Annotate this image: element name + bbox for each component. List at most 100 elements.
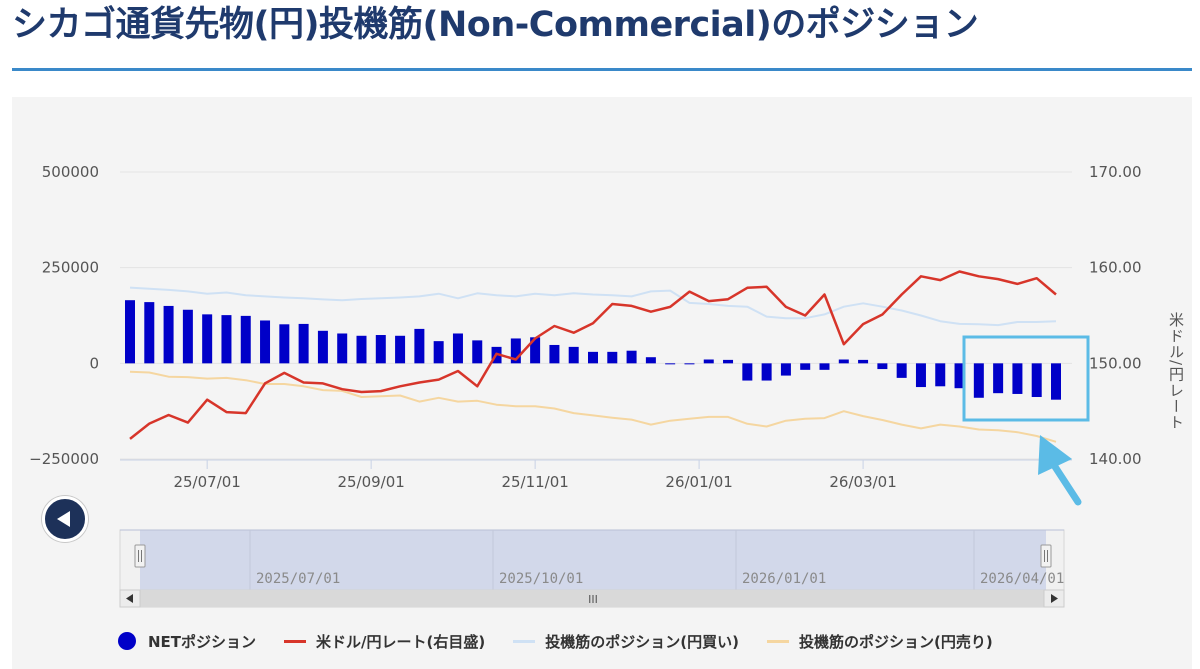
x-tick-label: 25/07/01 — [173, 473, 240, 491]
right-axis-title: 米ドル/円レート — [1167, 312, 1185, 430]
net-position-bar — [452, 333, 463, 364]
net-position-bar — [954, 363, 965, 389]
net-position-bar — [935, 363, 946, 387]
net-position-bar — [472, 340, 483, 364]
usdjpy-rate-line — [129, 270, 1057, 440]
net-position-bar — [1051, 363, 1061, 400]
page-title: シカゴ通貨先物(円)投機筋(Non-Commercial)のポジション — [12, 5, 979, 45]
legend-line-icon — [513, 639, 536, 643]
net-position-bar — [819, 363, 830, 370]
highlight-arrow-icon — [1038, 435, 1082, 506]
net-position-bar — [298, 323, 309, 364]
navigator-right-handle[interactable] — [1040, 544, 1052, 568]
legend-label: NETポジション — [148, 632, 257, 651]
net-position-bar — [896, 363, 907, 378]
highlight-box — [962, 335, 1090, 422]
left-tick-label: 500000 — [42, 163, 99, 181]
navigator: 2025/07/01 2025/10/01 2026/01/01 2026/04/01… — [119, 529, 1065, 608]
scroll-right-icon — [1051, 594, 1058, 603]
left-tick-label: −250000 — [29, 450, 99, 468]
right-tick-label: 140.00 — [1089, 450, 1142, 468]
net-position-bar — [356, 335, 367, 364]
net-position-bar — [317, 330, 328, 364]
chart-legend: NETポジション 米ドル/円レート(右目盛) 投機筋のポジション(円買い) 投機… — [118, 626, 1021, 656]
net-position-bar — [761, 363, 772, 381]
net-position-bar — [665, 363, 676, 365]
net-position-bar — [337, 333, 348, 364]
left-tick-label: 250000 — [42, 259, 99, 277]
left-axis-ticks: 500000 250000 0 −250000 — [29, 163, 99, 468]
net-position-bar — [125, 300, 135, 364]
series-lines — [129, 270, 1057, 443]
yen-long-line — [129, 286, 1057, 327]
net-position-bar — [202, 314, 213, 364]
scroll-left-icon — [126, 594, 133, 603]
net-position-bar — [163, 305, 174, 364]
x-tick-label: 25/11/01 — [501, 473, 568, 491]
net-position-bar — [182, 309, 193, 364]
navigator-date-label: 2026/01/01 — [742, 571, 826, 587]
net-position-bar — [433, 341, 444, 364]
net-position-bar — [723, 359, 734, 364]
net-position-bar — [279, 324, 290, 364]
back-arrow-button[interactable] — [42, 496, 88, 542]
net-position-bar — [530, 337, 541, 364]
x-tick-label: 26/01/01 — [665, 473, 732, 491]
right-tick-label: 170.00 — [1089, 163, 1142, 181]
legend-item-yen-long[interactable]: 投機筋のポジション(円買い) — [513, 631, 739, 652]
legend-label: 米ドル/円レート(右目盛) — [316, 632, 486, 651]
net-position-bar — [645, 357, 656, 364]
net-position-bar — [607, 351, 618, 364]
navigator-date-label: 2026/04/01 — [980, 571, 1064, 587]
legend-item-usdjpy-rate[interactable]: 米ドル/円レート(右目盛) — [284, 631, 485, 652]
net-position-bar — [144, 302, 155, 364]
navigator-left-handle[interactable] — [134, 544, 146, 568]
net-position-bar — [1012, 363, 1023, 394]
net-position-bar — [510, 338, 521, 364]
net-position-bars — [125, 300, 1061, 400]
x-tick-label: 25/09/01 — [337, 473, 404, 491]
right-axis-ticks: 170.00 160.00 150.00 140.00 — [1089, 163, 1142, 468]
net-position-bar — [915, 363, 926, 388]
net-position-bar — [375, 335, 386, 364]
legend-item-yen-short[interactable]: 投機筋のポジション(円売り) — [766, 631, 993, 652]
net-position-bar — [260, 320, 271, 364]
net-position-bar — [221, 315, 232, 364]
x-axis: 25/07/01 25/09/01 25/11/01 26/01/01 26/03/01 — [120, 459, 1072, 491]
yen-short-line — [129, 370, 1057, 443]
net-position-bar — [703, 359, 714, 364]
right-tick-label: 160.00 — [1089, 259, 1142, 277]
net-position-bar — [626, 350, 637, 364]
legend-line-icon — [284, 639, 307, 643]
x-tick-label: 26/03/01 — [829, 473, 896, 491]
net-position-bar — [838, 359, 849, 364]
net-position-bar — [588, 351, 598, 364]
net-position-bar — [780, 363, 791, 376]
left-tick-label: 0 — [89, 354, 99, 372]
net-position-bar — [549, 344, 560, 364]
net-position-bar — [993, 363, 1004, 394]
scrollbar-thumb[interactable] — [140, 590, 1046, 607]
net-position-bar — [858, 359, 869, 364]
net-position-bar — [973, 363, 984, 398]
net-position-bar — [1031, 363, 1042, 398]
scrollbar-grip: III — [588, 593, 598, 606]
right-tick-label: 150.00 — [1089, 354, 1142, 372]
legend-label: 投機筋のポジション(円買い) — [545, 632, 739, 651]
navigator-date-label: 2025/07/01 — [256, 571, 340, 587]
net-position-bar — [395, 335, 406, 364]
chart-panel: 500000 250000 0 −250000 170.00 160.00 150.00 1… — [12, 97, 1192, 669]
net-position-bar — [240, 315, 251, 364]
net-position-bar — [568, 346, 579, 364]
net-position-bar — [800, 363, 811, 370]
net-position-bar — [877, 363, 888, 370]
navigator-selection — [140, 530, 1046, 590]
legend-dot-icon — [118, 632, 136, 650]
legend-line-icon — [766, 639, 789, 643]
net-position-bar — [742, 363, 753, 381]
legend-item-net-position[interactable]: NETポジション — [118, 631, 256, 652]
title-divider — [12, 68, 1192, 71]
net-position-bar — [684, 363, 695, 365]
legend-label: 投機筋のポジション(円売り) — [798, 632, 993, 651]
